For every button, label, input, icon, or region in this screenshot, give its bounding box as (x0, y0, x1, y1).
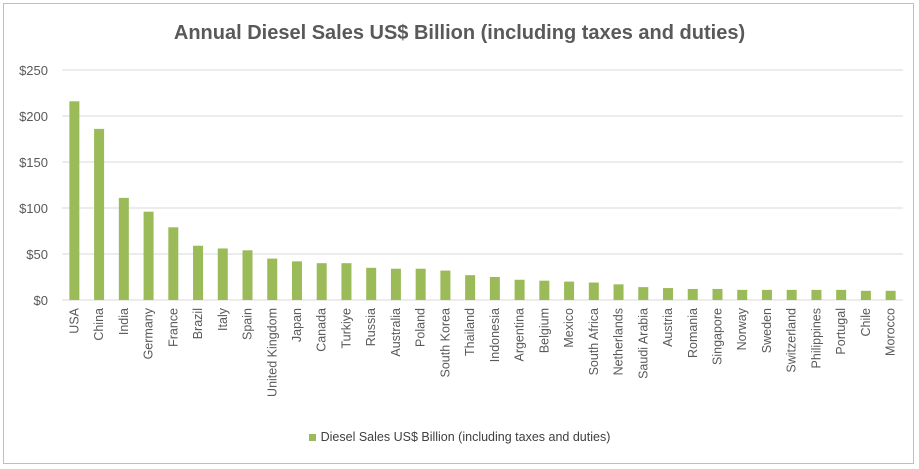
bar (761, 289, 772, 300)
x-tick-label: France (166, 308, 180, 347)
chart-frame (3, 3, 914, 464)
x-tick-label: South Africa (587, 308, 601, 375)
bar (217, 248, 228, 300)
bar (663, 288, 674, 300)
x-tick-label: Brazil (191, 308, 205, 339)
bar (366, 267, 377, 300)
x-tick-label: Mexico (562, 308, 576, 348)
x-tick-label: Netherlands (612, 308, 626, 375)
y-tick-label: $200 (19, 109, 48, 124)
bar (564, 281, 575, 300)
x-tick-label: Italy (216, 307, 230, 331)
x-tick-label: Chile (859, 308, 873, 337)
x-tick-label: Poland (414, 308, 428, 347)
bar (638, 287, 649, 300)
bar (415, 268, 426, 300)
y-tick-label: $50 (26, 247, 48, 262)
bar (267, 258, 278, 300)
bar (94, 128, 105, 300)
bar (440, 270, 451, 300)
x-tick-label: Singapore (710, 308, 724, 365)
bar (118, 197, 129, 300)
x-tick-label: USA (67, 307, 81, 333)
bar (860, 290, 871, 300)
bar (193, 245, 204, 300)
bar (712, 288, 723, 300)
x-tick-label: Norway (735, 307, 749, 350)
bar (811, 289, 822, 300)
x-tick-label: Indonesia (488, 308, 502, 362)
bar (613, 284, 624, 300)
bar (291, 261, 302, 300)
x-tick-label: Romania (686, 308, 700, 358)
bar (341, 263, 352, 300)
y-tick-label: $100 (19, 201, 48, 216)
bar (539, 280, 550, 300)
bar (465, 275, 476, 300)
x-tick-label: China (92, 308, 106, 341)
bar (168, 227, 179, 300)
x-tick-label: Russia (364, 308, 378, 346)
x-tick-label: Spain (241, 308, 255, 340)
x-tick-label: Turkiye (339, 308, 353, 349)
y-tick-label: $150 (19, 155, 48, 170)
bar (69, 101, 80, 300)
bar (489, 277, 500, 300)
x-tick-label: Morocco (884, 308, 898, 356)
x-tick-label: United Kingdom (265, 308, 279, 397)
x-tick-label: Belgium (537, 308, 551, 353)
bar (836, 289, 847, 300)
x-tick-label: Saudi Arabia (636, 308, 650, 379)
bar (514, 279, 525, 300)
bar (885, 290, 896, 300)
x-tick-label: Canada (315, 308, 329, 352)
x-tick-label: Australia (389, 308, 403, 357)
y-tick-label: $250 (19, 63, 48, 78)
bar (242, 250, 253, 300)
x-tick-label: Sweden (760, 308, 774, 353)
x-tick-label: South Korea (438, 308, 452, 378)
x-tick-label: Japan (290, 308, 304, 342)
legend-swatch (308, 434, 316, 442)
x-tick-label: Argentina (513, 308, 527, 362)
bar (316, 263, 327, 300)
x-tick-label: Portugal (834, 308, 848, 355)
x-tick-label: Austria (661, 308, 675, 347)
x-tick-label: Germany (142, 307, 156, 359)
x-tick-label: Philippines (809, 308, 823, 368)
bar (737, 289, 748, 300)
legend: Diesel Sales US$ Billion (including taxe… (0, 430, 919, 444)
bar (390, 268, 401, 300)
x-tick-label: Thailand (463, 308, 477, 356)
bar (588, 282, 599, 300)
bar (687, 288, 698, 300)
x-tick-label: India (117, 308, 131, 335)
bar (143, 211, 154, 300)
chart-title: Annual Diesel Sales US$ Billion (includi… (173, 22, 746, 44)
legend-label: Diesel Sales US$ Billion (including taxe… (320, 430, 611, 444)
x-tick-label: Switzerland (785, 308, 799, 373)
bar (786, 289, 797, 300)
y-tick-label: $0 (34, 293, 48, 308)
